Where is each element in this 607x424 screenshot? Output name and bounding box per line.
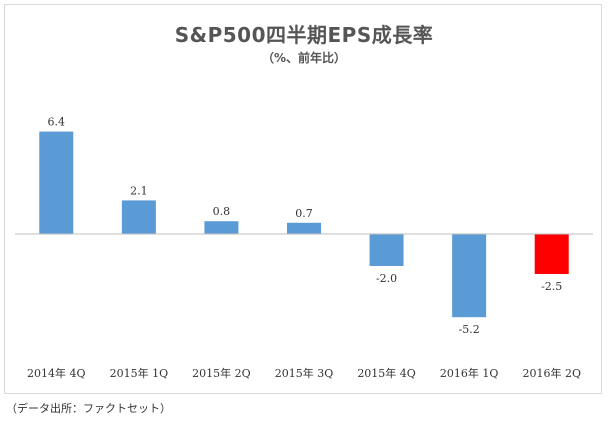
bar-6 [452,234,487,318]
category-label-2: 2015年 1Q [110,366,169,380]
chart-subtitle: （%、前年比） [261,51,347,65]
category-tick-group: 2014年 4Q 2015年 1Q 2015年 2Q 2015年 3Q 2015年 4Q… [27,366,581,380]
bar-1 [39,131,74,234]
bar-chart-plot: 6.4 2.1 0.8 0.7 -2.0 -5.2 -2.5 2014年 4Q 2015年 1… [15,116,593,380]
data-label-1: 6.4 [48,116,66,129]
data-label-7: -2.5 [541,280,562,293]
category-label-6: 2016年 1Q [440,366,499,380]
bar-4 [287,222,321,234]
category-label-3: 2015年 2Q [192,366,251,380]
bar-5 [369,234,404,266]
category-label-7: 2016年 2Q [522,366,581,380]
chart-title: S&P500四半期EPS成長率 [174,23,434,47]
data-label-4: 0.7 [295,207,313,220]
data-label-3: 0.8 [213,205,231,218]
data-label-2: 2.1 [130,184,148,197]
data-label-group: 6.4 2.1 0.8 0.7 -2.0 -5.2 -2.5 [48,116,563,337]
data-label-5: -2.0 [376,272,397,285]
category-label-1: 2014年 4Q [27,366,86,380]
chart-frame: S&P500四半期EPS成長率 （%、前年比） 6.4 2.1 0.8 0.7 -2.0… [4,4,602,394]
bar-3 [204,221,239,234]
bar-7 [534,234,569,274]
bar-2 [121,200,156,234]
category-label-4: 2015年 3Q [275,366,334,380]
category-label-5: 2015年 4Q [357,366,416,380]
bar-group [39,131,569,318]
source-note: （データ出所：ファクトセット） [6,402,171,415]
data-label-6: -5.2 [459,323,480,336]
